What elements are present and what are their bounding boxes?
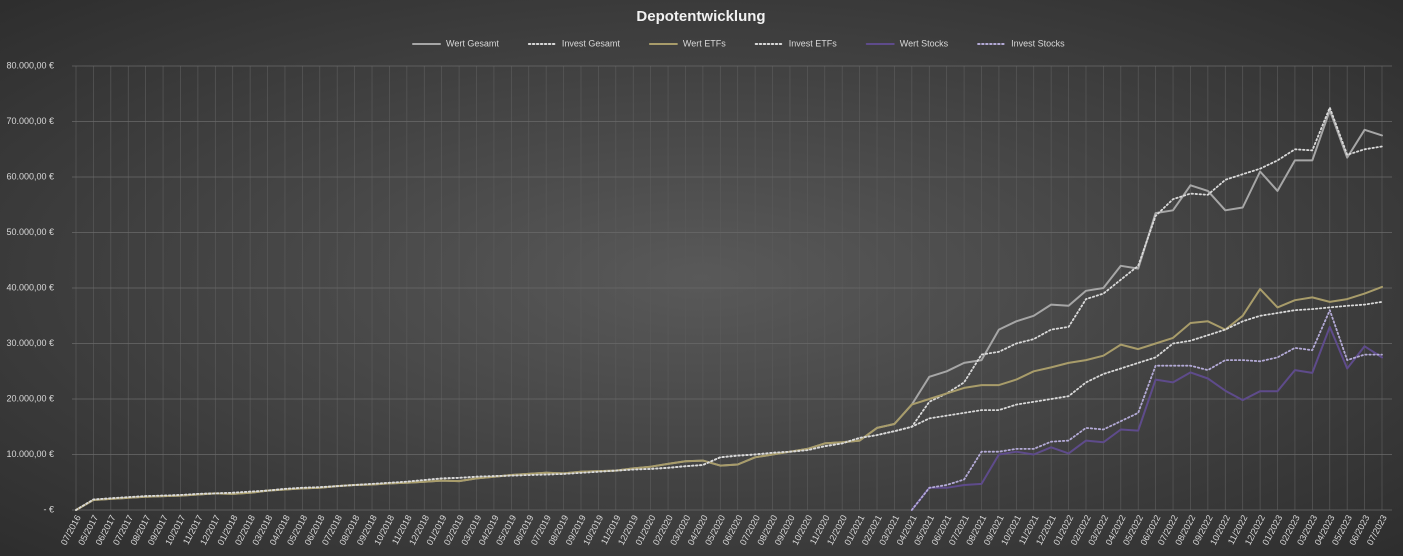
legend-label: Invest ETFs: [789, 38, 838, 48]
y-tick-label: 10.000,00 €: [6, 449, 54, 459]
chart-title: Depotentwicklung: [636, 8, 765, 25]
legend-label: Wert Stocks: [900, 38, 949, 48]
legend-label: Invest Stocks: [1011, 38, 1065, 48]
legend-label: Wert Gesamt: [446, 38, 499, 48]
legend-label: Invest Gesamt: [562, 38, 621, 48]
series-line: [910, 309, 1383, 511]
y-tick-label: 70.000,00 €: [6, 116, 54, 126]
y-tick-label: 50.000,00 €: [6, 227, 54, 237]
y-tick-label: 20.000,00 €: [6, 393, 54, 403]
y-tick-label: - €: [43, 504, 54, 514]
y-tick-label: 80.000,00 €: [6, 60, 54, 70]
series-line: [75, 301, 1383, 511]
y-tick-label: 40.000,00 €: [6, 282, 54, 292]
y-tick-label: 30.000,00 €: [6, 338, 54, 348]
legend-label: Wert ETFs: [683, 38, 726, 48]
series-line: [910, 325, 1383, 511]
y-tick-label: 60.000,00 €: [6, 171, 54, 181]
